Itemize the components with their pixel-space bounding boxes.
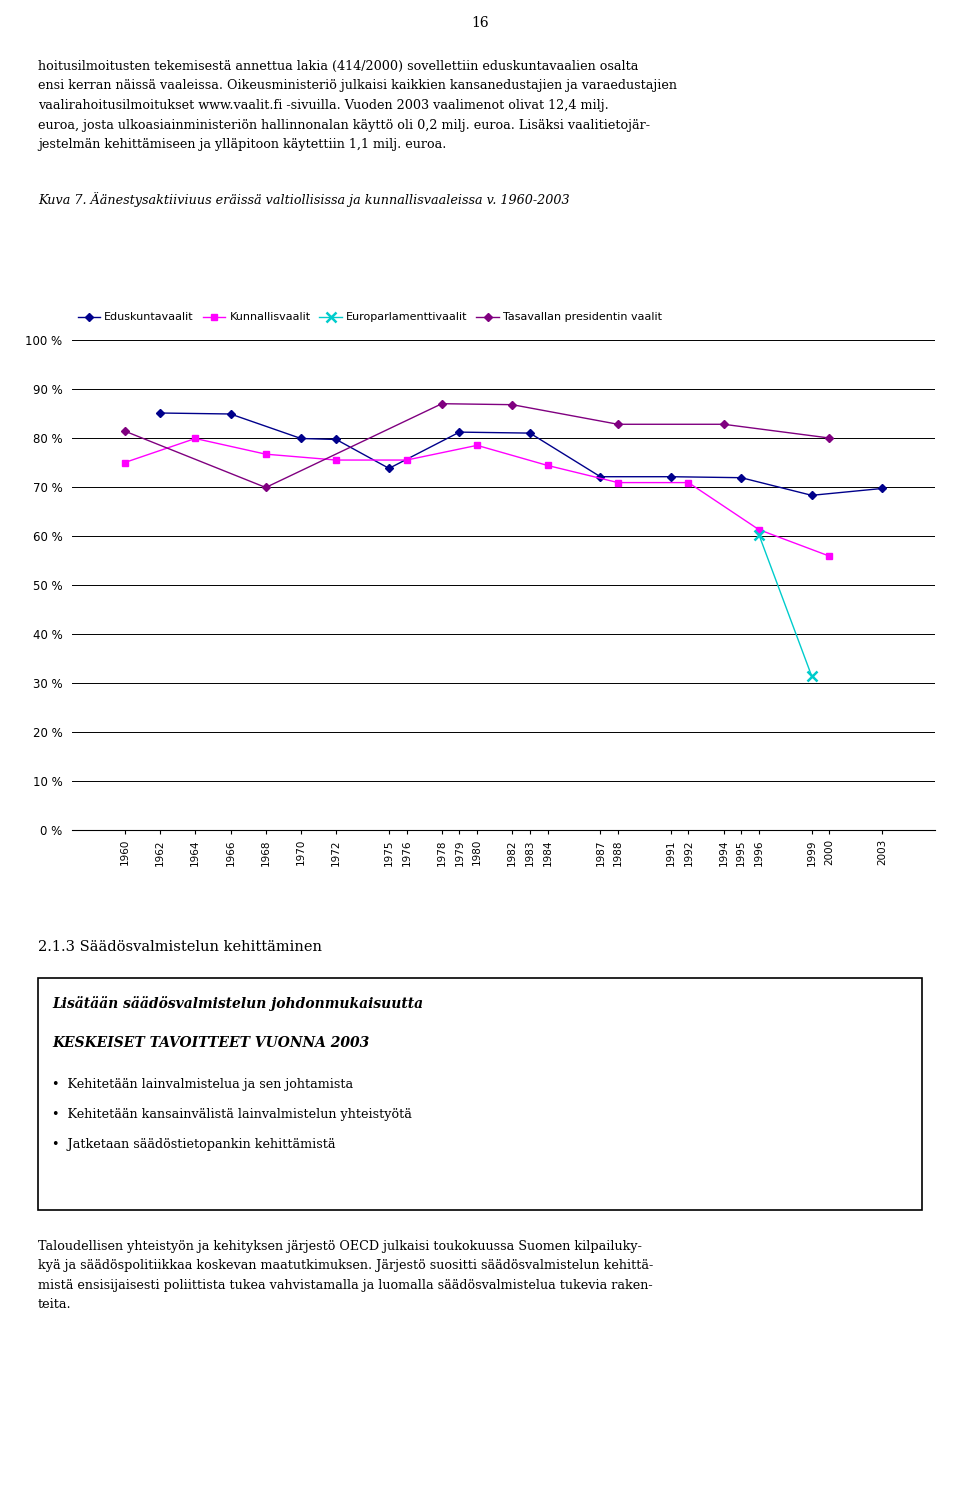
- Text: •  Jatketaan säädöstietopankin kehittämistä: • Jatketaan säädöstietopankin kehittämis…: [52, 1138, 335, 1151]
- Text: •  Kehitetään kansainvälistä lainvalmistelun yhteistyötä: • Kehitetään kansainvälistä lainvalmiste…: [52, 1108, 412, 1121]
- Text: vaalirahoitusilmoitukset www.vaalit.fi -sivuilla. Vuoden 2003 vaalimenot olivat : vaalirahoitusilmoitukset www.vaalit.fi -…: [38, 99, 609, 112]
- Text: Taloudellisen yhteistyön ja kehityksen järjestö OECD julkaisi toukokuussa Suomen: Taloudellisen yhteistyön ja kehityksen j…: [38, 1240, 642, 1252]
- Text: ensi kerran näissä vaaleissa. Oikeusministeriö julkaisi kaikkien kansanedustajie: ensi kerran näissä vaaleissa. Oikeusmini…: [38, 80, 677, 92]
- Text: 2.1.3 Säädösvalmistelun kehittäminen: 2.1.3 Säädösvalmistelun kehittäminen: [38, 940, 322, 954]
- Text: 16: 16: [471, 17, 489, 30]
- Text: Kuva 7. Äänestysaktiiviuus eräissä valtiollisissa ja kunnallisvaaleissa v. 1960-: Kuva 7. Äänestysaktiiviuus eräissä valti…: [38, 191, 569, 206]
- Text: hoitusilmoitusten tekemisestä annettua lakia (414/2000) sovellettiin eduskuntava: hoitusilmoitusten tekemisestä annettua l…: [38, 60, 638, 72]
- Text: teita.: teita.: [38, 1299, 72, 1311]
- Text: •  Kehitetään lainvalmistelua ja sen johtamista: • Kehitetään lainvalmistelua ja sen joht…: [52, 1078, 353, 1091]
- Text: mistä ensisijaisesti poliittista tukea vahvistamalla ja luomalla säädösvalmistel: mistä ensisijaisesti poliittista tukea v…: [38, 1279, 653, 1291]
- Text: kyä ja säädöspolitiikkaa koskevan maatutkimuksen. Järjestö suositti säädösvalmis: kyä ja säädöspolitiikkaa koskevan maatut…: [38, 1260, 653, 1272]
- Legend: Eduskuntavaalit, Kunnallisvaalit, Europarlamenttivaalit, Tasavallan presidentin : Eduskuntavaalit, Kunnallisvaalit, Europa…: [78, 312, 662, 322]
- Text: KESKEISET TAVOITTEET VUONNA 2003: KESKEISET TAVOITTEET VUONNA 2003: [52, 1035, 370, 1050]
- Text: Lisätään säädösvalmistelun johdonmukaisuutta: Lisätään säädösvalmistelun johdonmukaisu…: [52, 996, 423, 1011]
- Text: euroa, josta ulkoasiainministeriön hallinnonalan käyttö oli 0,2 milj. euroa. Lis: euroa, josta ulkoasiainministeriön halli…: [38, 119, 650, 131]
- Text: jestelmän kehittämiseen ja ylläpitoon käytettiin 1,1 milj. euroa.: jestelmän kehittämiseen ja ylläpitoon kä…: [38, 139, 446, 151]
